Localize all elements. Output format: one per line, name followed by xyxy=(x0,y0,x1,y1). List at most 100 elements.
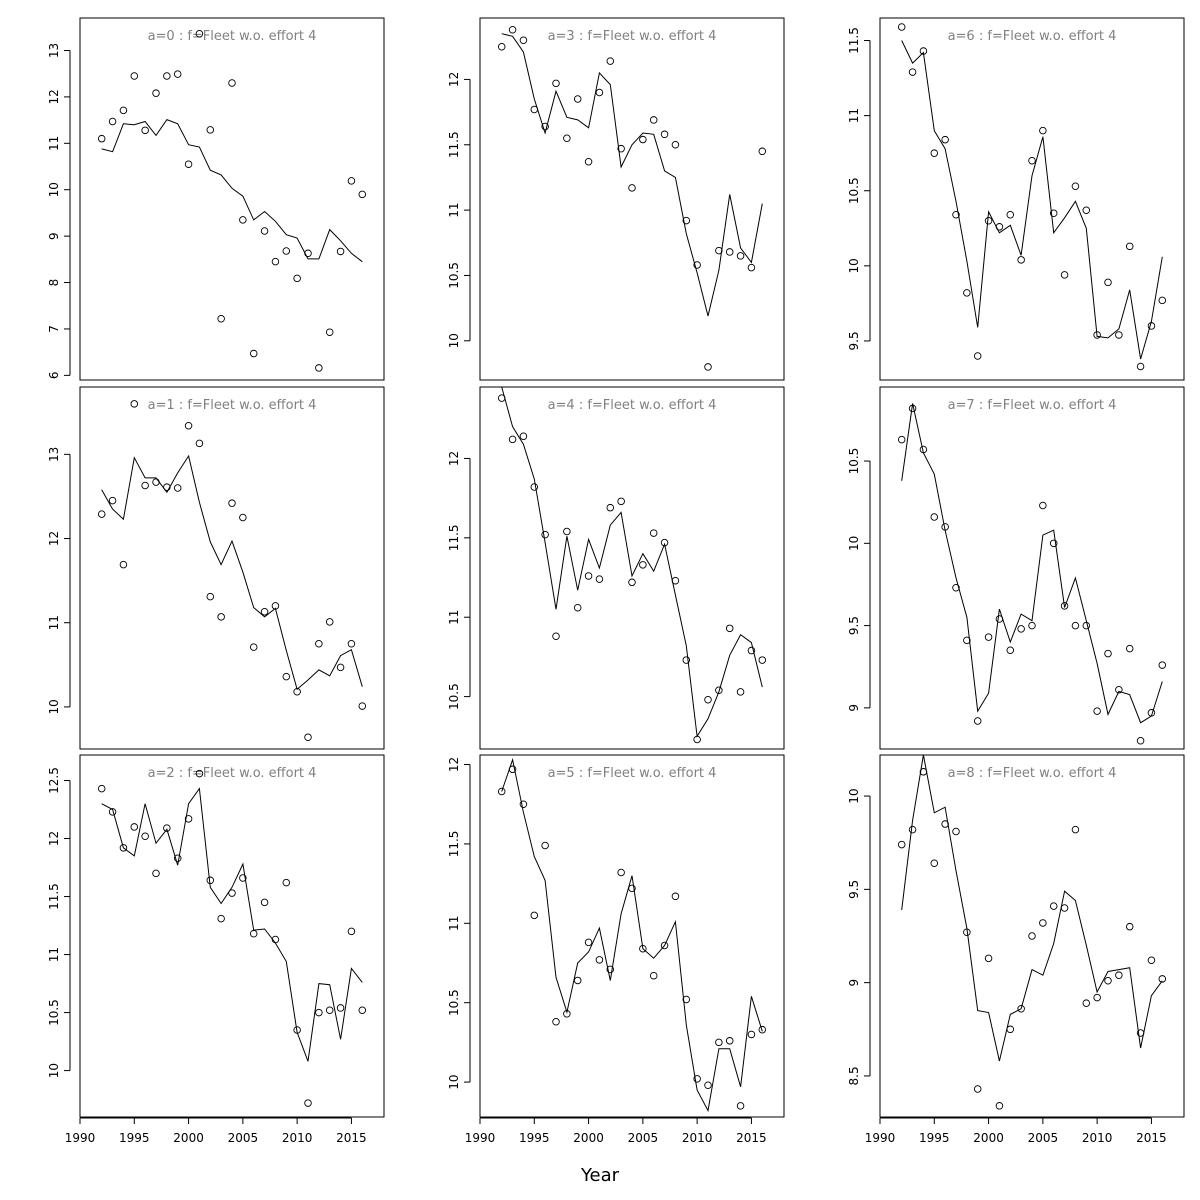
observed-point xyxy=(573,95,582,103)
observed-point xyxy=(693,261,701,269)
observed-point xyxy=(119,106,128,115)
observed-point xyxy=(1006,646,1015,655)
y-tick-label: 10.5 xyxy=(447,989,461,1016)
chart-panel: a=6 : f=Fleet w.o. effort 4 9.5 10 10.5 11 11… xyxy=(847,17,1185,381)
observed-point xyxy=(519,432,528,440)
observed-point xyxy=(595,956,604,964)
x-tick-label: 2010 xyxy=(682,1131,713,1145)
observed-point xyxy=(1060,602,1069,610)
observed-point xyxy=(758,147,767,156)
y-axis: 10 10.5 11 11.5 12 12.5 xyxy=(47,767,71,1078)
x-tick-label: 2005 xyxy=(228,1131,259,1145)
observed-point xyxy=(736,1102,745,1110)
y-tick-label: 9.5 xyxy=(847,331,861,350)
observed-point xyxy=(1125,922,1134,931)
y-tick-label: 10.5 xyxy=(847,177,861,204)
observed-point xyxy=(1082,206,1091,215)
x-tick-label: 1995 xyxy=(519,1131,550,1145)
y-tick-label: 9.5 xyxy=(847,616,861,635)
observed-point xyxy=(552,79,560,88)
observed-point xyxy=(584,572,593,580)
plot-frame xyxy=(79,754,385,1118)
chart-panel: a=7 : f=Fleet w.o. effort 4 9 9.5 10 10.5 xyxy=(847,386,1185,750)
observed-point xyxy=(984,633,993,641)
observed-point xyxy=(573,603,582,612)
x-axis-label: Year xyxy=(580,1165,620,1186)
y-tick-label: 12 xyxy=(447,757,461,772)
observed-point xyxy=(715,246,723,255)
observed-point xyxy=(97,134,106,143)
chart-panel: a=0 : f=Fleet w.o. effort 4 6 7 8 9 10 11 12 13 xyxy=(47,17,385,381)
fitted-series-line xyxy=(901,403,1163,724)
observed-point xyxy=(1082,621,1091,630)
fitted-series-line xyxy=(901,754,1163,1062)
observed-point xyxy=(508,26,517,34)
observed-point xyxy=(325,1006,334,1015)
plot-frame xyxy=(879,386,1185,750)
observed-point xyxy=(973,717,982,725)
y-tick-label: 11.5 xyxy=(847,27,861,54)
plot-frame xyxy=(79,17,385,381)
y-tick-label: 11 xyxy=(847,108,861,123)
plot-frame xyxy=(879,17,1185,381)
observed-point xyxy=(293,1026,301,1034)
observed-point xyxy=(152,478,160,486)
observed-point xyxy=(239,513,247,522)
y-axis: 9 9.5 10 10.5 xyxy=(847,448,871,712)
observed-point xyxy=(995,1102,1004,1110)
observed-point xyxy=(995,615,1004,623)
x-tick-label: 2000 xyxy=(573,1131,604,1145)
x-tick-label: 2005 xyxy=(628,1131,659,1145)
observed-point xyxy=(249,929,258,938)
y-tick-label: 12 xyxy=(447,451,461,466)
panel-title: a=2 : f=Fleet w.o. effort 4 xyxy=(148,766,317,781)
observed-point xyxy=(1136,362,1145,371)
observed-point xyxy=(173,854,182,863)
observed-point xyxy=(282,672,291,681)
observed-point xyxy=(347,177,356,185)
observed-point xyxy=(984,954,993,963)
y-tick-label: 10.5 xyxy=(47,999,61,1026)
x-tick-label: 1995 xyxy=(119,1131,150,1145)
y-tick-label: 8 xyxy=(47,279,61,287)
y-tick-label: 12 xyxy=(47,831,61,846)
y-tick-label: 6 xyxy=(47,372,61,380)
x-axis: 1990 1995 2000 2005 2010 2015 xyxy=(865,1117,1167,1145)
observed-point xyxy=(141,832,149,840)
y-tick-label: 10.5 xyxy=(447,262,461,289)
observed-point xyxy=(1039,919,1047,927)
observed-point xyxy=(1115,971,1123,979)
observed-point xyxy=(130,72,139,80)
observed-point xyxy=(336,247,345,256)
observed-point xyxy=(217,314,225,323)
observed-point xyxy=(293,274,301,283)
y-axis: 10 11 12 13 xyxy=(47,447,71,715)
panel-title: a=5 : f=Fleet w.o. effort 4 xyxy=(548,766,717,781)
observed-point xyxy=(1039,501,1047,510)
observed-point xyxy=(217,914,225,923)
observed-point xyxy=(715,1038,723,1047)
observed-point xyxy=(704,363,712,371)
y-axis: 10 10.5 11 11.5 12 xyxy=(447,757,471,1090)
panel-title: a=6 : f=Fleet w.o. effort 4 xyxy=(948,29,1117,44)
observed-point xyxy=(163,72,171,80)
observed-point xyxy=(747,1030,756,1039)
observed-point xyxy=(315,1008,323,1017)
observed-point xyxy=(1071,825,1080,834)
y-tick-label: 11 xyxy=(47,615,61,630)
x-tick-label: 2010 xyxy=(282,1131,313,1145)
y-axis: 8.5 9 9.5 10 xyxy=(847,788,871,1085)
y-tick-label: 9 xyxy=(847,704,861,712)
observed-point xyxy=(508,765,517,774)
observed-point xyxy=(1017,1005,1025,1013)
observed-point xyxy=(108,117,117,126)
y-tick-label: 10.5 xyxy=(847,448,861,475)
panel-title: a=3 : f=Fleet w.o. effort 4 xyxy=(548,29,717,44)
observed-point xyxy=(1158,975,1167,983)
observed-point xyxy=(152,89,160,97)
x-axis: 1990 1995 2000 2005 2010 2015 xyxy=(65,1117,367,1145)
observed-point xyxy=(1028,932,1036,940)
observed-point xyxy=(649,116,658,124)
fitted-series-line xyxy=(901,40,1163,360)
